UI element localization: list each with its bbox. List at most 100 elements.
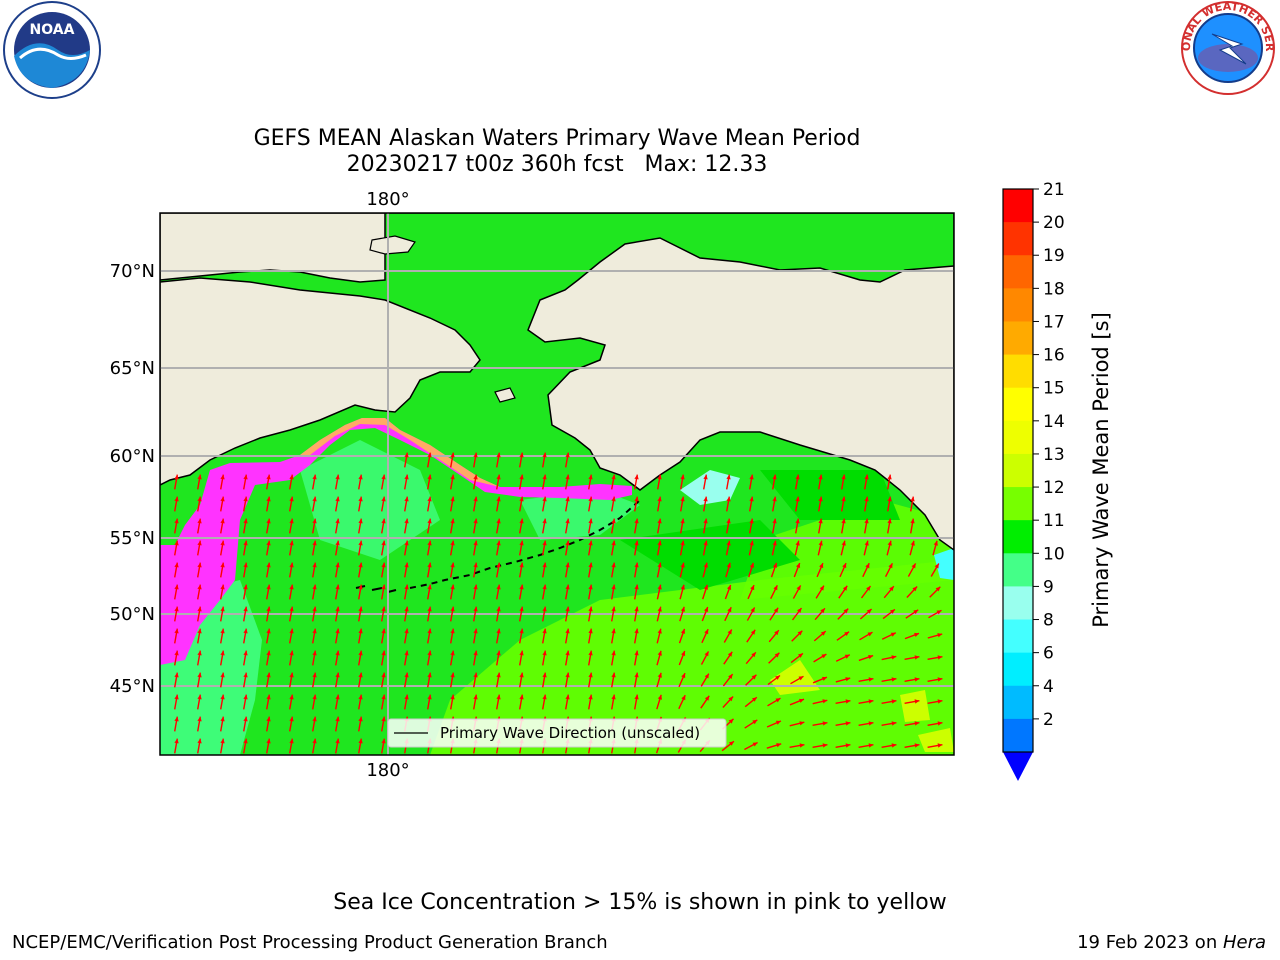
wave-arrow-head bbox=[611, 474, 616, 480]
wave-arrow-head bbox=[220, 738, 225, 744]
colorbar-segment bbox=[1003, 321, 1033, 356]
wave-arrow-head bbox=[798, 653, 803, 658]
wave-arrow-head bbox=[818, 496, 823, 502]
wave-arrow-head bbox=[864, 540, 869, 546]
wave-arrow-head bbox=[220, 650, 225, 656]
wave-arrow-head bbox=[844, 631, 850, 636]
wave-arrow-head bbox=[681, 651, 686, 656]
wave-arrow-head bbox=[634, 562, 639, 568]
wave-arrow-head bbox=[774, 630, 779, 636]
colorbar-segment bbox=[1003, 685, 1033, 720]
wave-arrow-head bbox=[772, 562, 777, 568]
wave-arrow-head bbox=[450, 650, 455, 656]
wave-arrow-head bbox=[797, 630, 803, 636]
lat-label-60: 60°N bbox=[110, 446, 155, 467]
lon-label-bottom: 180° bbox=[366, 760, 409, 781]
wave-arrow-head bbox=[220, 496, 225, 502]
wave-arrow-head bbox=[611, 584, 616, 590]
colorbar-tick-label: 14 bbox=[1043, 412, 1065, 432]
wave-arrow-head bbox=[243, 694, 248, 700]
wave-arrow-head bbox=[703, 474, 708, 480]
wave-arrow-head bbox=[427, 650, 432, 656]
sea-ice-note: Sea Ice Concentration > 15% is shown in … bbox=[333, 890, 947, 915]
wave-arrow-head bbox=[937, 677, 943, 682]
wave-arrow-head bbox=[289, 606, 294, 612]
wave-arrow-head bbox=[937, 743, 943, 748]
wave-arrow-head bbox=[634, 672, 639, 678]
wave-arrow-head bbox=[634, 540, 639, 546]
wave-arrow-head bbox=[913, 609, 919, 615]
wave-arrow-head bbox=[772, 540, 777, 546]
wave-arrow-head bbox=[820, 631, 826, 636]
wave-arrow-head bbox=[588, 518, 593, 524]
wave-arrow-head bbox=[868, 677, 874, 682]
wave-arrow-head bbox=[335, 694, 340, 700]
legend-label: Primary Wave Direction (unscaled) bbox=[440, 724, 700, 742]
wave-arrow-head bbox=[888, 563, 893, 569]
wave-arrow-head bbox=[914, 632, 919, 637]
colorbar-tick-label: 19 bbox=[1043, 246, 1065, 266]
wave-arrow-head bbox=[289, 716, 294, 722]
wave-arrow-head bbox=[936, 610, 942, 615]
wave-arrow-head bbox=[796, 563, 801, 568]
wave-arrow-head bbox=[289, 628, 294, 634]
wave-arrow-head bbox=[657, 650, 662, 656]
wave-arrow-head bbox=[611, 540, 616, 546]
wave-arrow-head bbox=[174, 518, 179, 524]
wave-arrow-head bbox=[703, 584, 708, 590]
wave-arrow-head bbox=[868, 655, 874, 660]
wave-arrow-head bbox=[542, 650, 547, 656]
wave-arrow-head bbox=[197, 518, 202, 524]
wave-arrow-head bbox=[910, 540, 915, 546]
wave-arrow-head bbox=[727, 651, 733, 657]
wave-arrow-head bbox=[312, 628, 317, 634]
wave-arrow-head bbox=[752, 742, 758, 747]
wave-arrow-head bbox=[381, 518, 386, 524]
wave-arrow-head bbox=[887, 496, 892, 502]
wave-arrow-head bbox=[404, 694, 409, 700]
wave-arrow-head bbox=[634, 694, 639, 700]
wave-arrow-head bbox=[404, 496, 409, 502]
wave-arrow-head bbox=[891, 677, 897, 682]
wave-arrow-head bbox=[912, 586, 918, 592]
period-11-12-region bbox=[740, 500, 954, 600]
wave-arrow-head bbox=[289, 496, 294, 502]
lon-label-top: 180° bbox=[366, 189, 409, 210]
wave-arrow-head bbox=[358, 540, 363, 546]
period-9-10-region bbox=[520, 490, 640, 540]
chukotka-land bbox=[160, 277, 481, 486]
wave-arrow-head bbox=[174, 562, 179, 568]
wave-arrow-head bbox=[844, 654, 850, 659]
colorbar-tick-label: 6 bbox=[1043, 644, 1054, 664]
wave-arrow-head bbox=[865, 563, 870, 569]
colorbar-segment bbox=[1003, 553, 1033, 587]
wave-arrow-head bbox=[358, 650, 363, 656]
wave-arrow-head bbox=[866, 586, 871, 591]
wave-arrow-head bbox=[914, 743, 920, 748]
wave-arrow-head bbox=[841, 518, 846, 524]
wave-arrow-head bbox=[841, 474, 846, 480]
wave-arrow-head bbox=[496, 584, 501, 590]
wave-arrow-head bbox=[776, 743, 782, 748]
wave-arrow-head bbox=[197, 716, 202, 722]
wave-arrow-head bbox=[565, 606, 570, 612]
wave-arrow-head bbox=[680, 628, 685, 634]
wave-arrow-head bbox=[889, 586, 894, 592]
colorbar-tick-label: 12 bbox=[1043, 478, 1065, 498]
wave-arrow-head bbox=[312, 540, 317, 546]
wave-arrow-head bbox=[220, 540, 225, 546]
wave-arrow-head bbox=[841, 496, 846, 502]
wave-arrow-head bbox=[657, 672, 662, 678]
wave-arrow-head bbox=[197, 694, 202, 700]
wave-arrow-head bbox=[864, 518, 869, 524]
wave-arrow-head bbox=[519, 694, 524, 700]
wave-arrow-head bbox=[381, 672, 386, 678]
wave-arrow-head bbox=[937, 633, 943, 638]
wave-arrow-head bbox=[496, 650, 501, 656]
wave-arrow-head bbox=[611, 606, 616, 612]
wave-arrow-head bbox=[519, 606, 524, 612]
wave-arrow-head bbox=[335, 672, 340, 678]
colorbar-segment bbox=[1003, 487, 1033, 521]
wave-arrow-head bbox=[657, 606, 662, 612]
